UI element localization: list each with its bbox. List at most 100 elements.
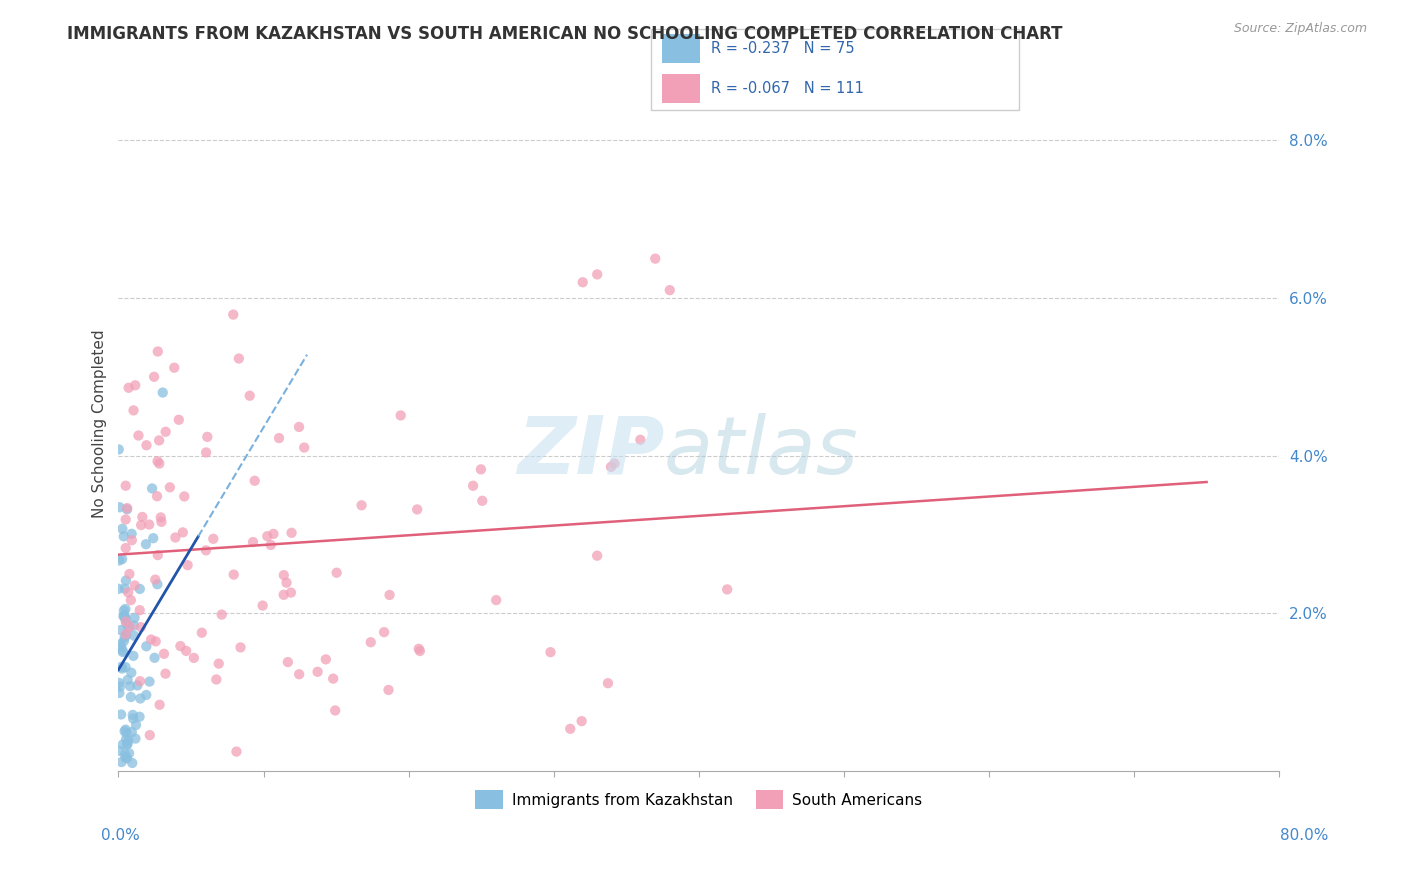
Point [108, 500, 131, 515]
Point [222, 567, 245, 582]
Point [461, 479, 484, 493]
Point [378, 588, 401, 602]
Point [325, 566, 347, 580]
Point [173, 490, 195, 504]
Point [280, 525, 302, 540]
Point [108, 676, 131, 690]
Point [658, 283, 681, 297]
Point [138, 517, 160, 532]
Point [115, 616, 138, 631]
Point [135, 537, 157, 551]
Point [121, 725, 143, 739]
Point [307, 665, 329, 679]
Point [111, 552, 134, 566]
Point [191, 625, 214, 640]
Text: 0.0%: 0.0% [101, 828, 141, 843]
Point [120, 690, 142, 704]
Point [139, 728, 162, 742]
Point [111, 522, 134, 536]
Point [267, 431, 290, 445]
Point [114, 582, 136, 596]
Point [122, 618, 145, 632]
Text: Source: ZipAtlas.com: Source: ZipAtlas.com [1233, 22, 1367, 36]
Point [135, 688, 157, 702]
Text: R = -0.067   N = 111: R = -0.067 N = 111 [711, 81, 865, 96]
Point [471, 493, 494, 508]
Point [107, 442, 129, 457]
Point [243, 474, 266, 488]
Point [111, 661, 134, 675]
Point [129, 620, 152, 634]
Point [117, 381, 139, 395]
Point [277, 655, 299, 669]
Point [115, 501, 138, 516]
Point [292, 441, 315, 455]
Point [256, 529, 278, 543]
Point [110, 640, 132, 654]
Point [118, 567, 141, 582]
Point [114, 541, 136, 555]
Point [155, 666, 177, 681]
Point [586, 268, 609, 282]
Point [159, 480, 181, 494]
Point [111, 645, 134, 659]
Text: R = -0.237   N = 75: R = -0.237 N = 75 [711, 41, 855, 56]
Point [129, 674, 152, 689]
Point [560, 722, 582, 736]
Point [108, 553, 131, 567]
Point [114, 627, 136, 641]
Point [115, 737, 138, 751]
Point [135, 640, 157, 654]
Point [202, 532, 225, 546]
Legend: Immigrants from Kazakhstan, South Americans: Immigrants from Kazakhstan, South Americ… [470, 784, 928, 815]
Point [112, 608, 135, 623]
Point [146, 454, 169, 468]
Point [127, 678, 149, 692]
Point [239, 389, 262, 403]
Point [128, 603, 150, 617]
Point [125, 718, 148, 732]
Point [127, 428, 149, 442]
Point [644, 252, 666, 266]
Point [596, 676, 619, 690]
Point [124, 611, 146, 625]
FancyBboxPatch shape [662, 74, 700, 103]
Point [115, 751, 138, 765]
Point [131, 510, 153, 524]
Point [146, 344, 169, 359]
Point [167, 413, 190, 427]
Point [129, 691, 152, 706]
Point [141, 482, 163, 496]
Point [115, 574, 138, 588]
FancyBboxPatch shape [651, 29, 1019, 110]
Point [350, 498, 373, 512]
Point [115, 726, 138, 740]
Point [408, 641, 430, 656]
Point [260, 538, 283, 552]
Point [262, 527, 284, 541]
Point [117, 585, 139, 599]
Point [115, 732, 138, 747]
Point [145, 634, 167, 648]
Point [107, 582, 129, 596]
Point [273, 568, 295, 582]
Point [276, 575, 298, 590]
Point [128, 710, 150, 724]
Point [153, 647, 176, 661]
Point [111, 644, 134, 658]
Point [146, 548, 169, 562]
Text: IMMIGRANTS FROM KAZAKHSTAN VS SOUTH AMERICAN NO SCHOOLING COMPLETED CORRELATION : IMMIGRANTS FROM KAZAKHSTAN VS SOUTH AMER… [67, 25, 1063, 43]
Point [373, 625, 395, 640]
Point [143, 573, 166, 587]
Point [112, 529, 135, 543]
Point [148, 434, 170, 448]
Point [124, 578, 146, 592]
Point [121, 533, 143, 548]
Point [195, 445, 218, 459]
Point [205, 673, 228, 687]
Point [600, 459, 623, 474]
Point [117, 737, 139, 751]
Point [111, 738, 134, 752]
Point [146, 489, 169, 503]
Point [163, 360, 186, 375]
